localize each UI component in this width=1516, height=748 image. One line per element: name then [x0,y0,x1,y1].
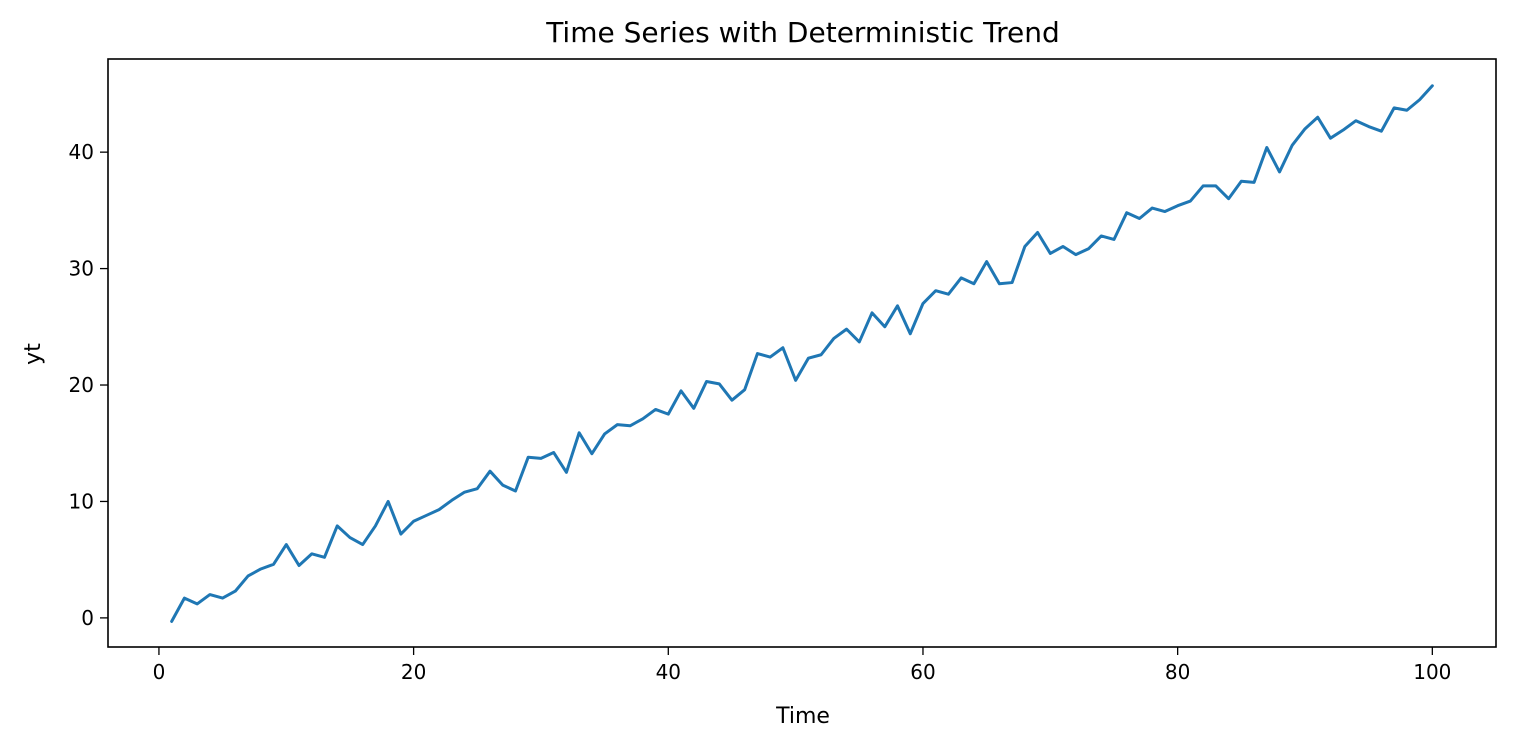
y-tick-label: 0 [81,606,94,630]
y-tick-label: 30 [69,257,94,281]
x-tick-label: 0 [153,660,166,684]
x-tick-label: 20 [401,660,426,684]
x-tick-label: 80 [1165,660,1190,684]
y-tick-label: 40 [69,140,94,164]
x-tick-label: 40 [656,660,681,684]
y-tick-label: 20 [69,373,94,397]
x-tick-label: 60 [910,660,935,684]
x-axis: 0 20 40 60 80 100 [153,647,1451,684]
y-axis-label: yt [21,343,46,365]
x-tick-label: 100 [1413,660,1451,684]
chart-title: Time Series with Deterministic Trend [545,16,1060,49]
plot-area [107,58,1497,648]
y-tick-label: 10 [69,489,94,513]
y-axis: 0 10 20 30 40 [69,140,108,630]
x-axis-label: Time [775,704,830,729]
series-line [170,84,1434,623]
plot-frame [107,58,1497,648]
